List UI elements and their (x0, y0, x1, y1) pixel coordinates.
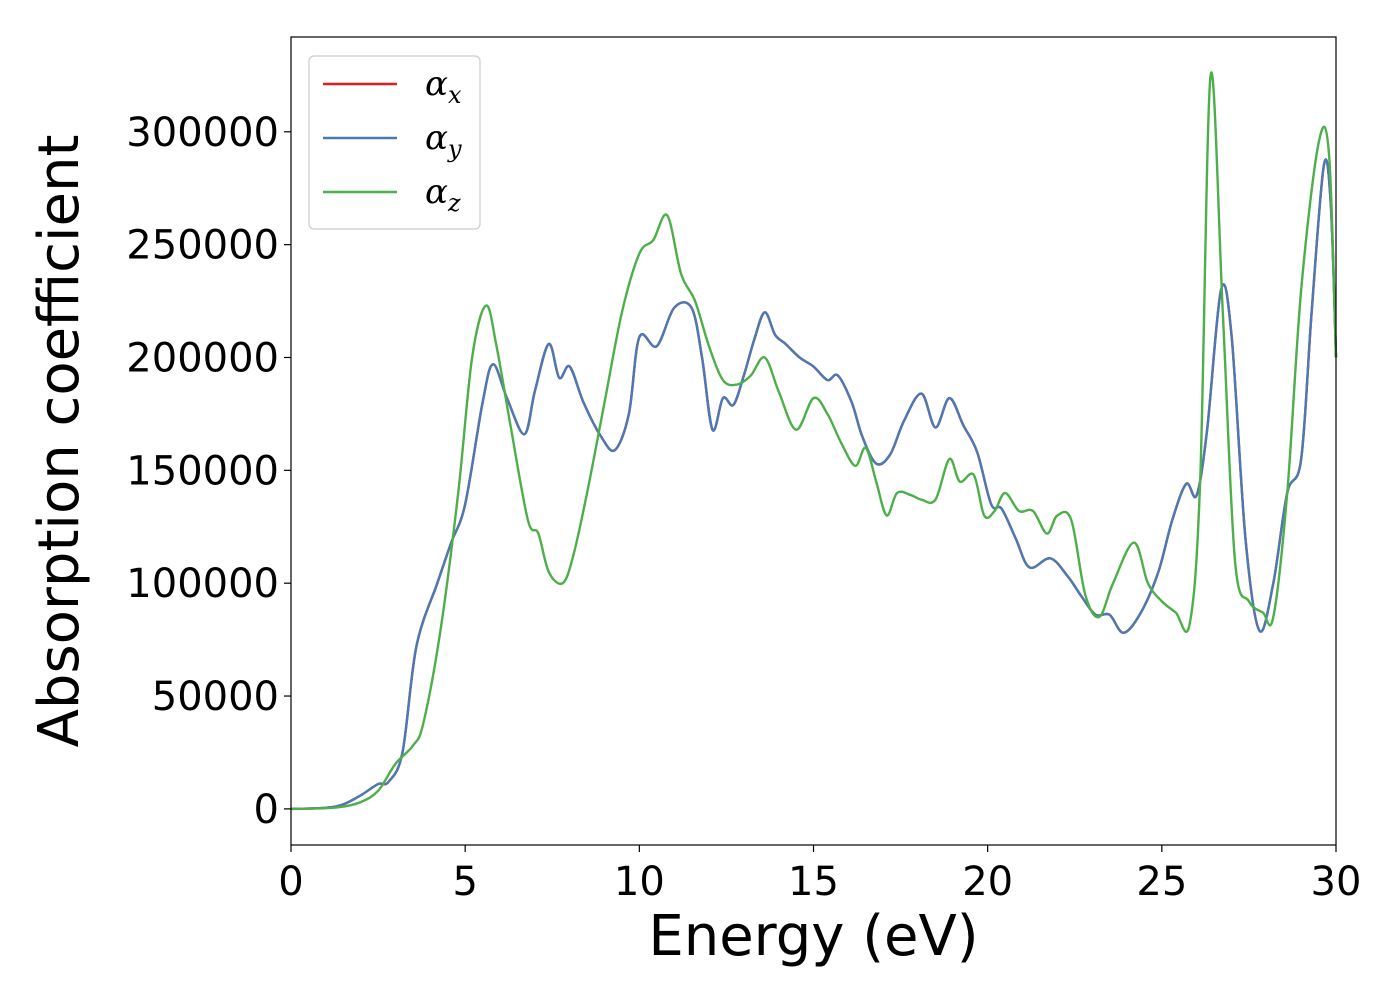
y-tick-label: 300000 (126, 110, 279, 156)
series-lines (290, 71, 1338, 811)
legend: αx αy αz (308, 55, 481, 230)
legend-label-z: αz (425, 172, 461, 217)
legend-box (308, 55, 481, 230)
x-tick-label: 5 (452, 859, 477, 905)
y-tick-label: 50000 (152, 674, 279, 720)
y-tick-label: 100000 (126, 561, 279, 607)
x-axis: 0 5 10 15 20 25 30 (278, 845, 1361, 905)
y-axis-title: Absorption coefficient (27, 135, 92, 748)
x-tick-label: 0 (278, 859, 303, 905)
series-line-y (290, 158, 1338, 811)
x-tick-label: 30 (1311, 859, 1362, 905)
y-tick-label: 150000 (126, 448, 279, 494)
x-tick-label: 15 (788, 859, 839, 905)
x-tick-label: 10 (614, 859, 665, 905)
y-axis: 0 50000 100000 150000 200000 250000 300000 (126, 110, 291, 833)
x-tick-label: 20 (962, 859, 1013, 905)
y-tick-label: 200000 (126, 335, 279, 381)
x-tick-label: 25 (1136, 859, 1187, 905)
y-tick-label: 0 (254, 787, 279, 833)
legend-label-y: αy (425, 118, 462, 163)
legend-label-x: αx (425, 64, 462, 109)
x-axis-title: Energy (eV) (648, 904, 978, 969)
series-line-z (290, 71, 1338, 811)
y-tick-label: 250000 (126, 223, 279, 269)
series-line-x (290, 158, 1338, 811)
